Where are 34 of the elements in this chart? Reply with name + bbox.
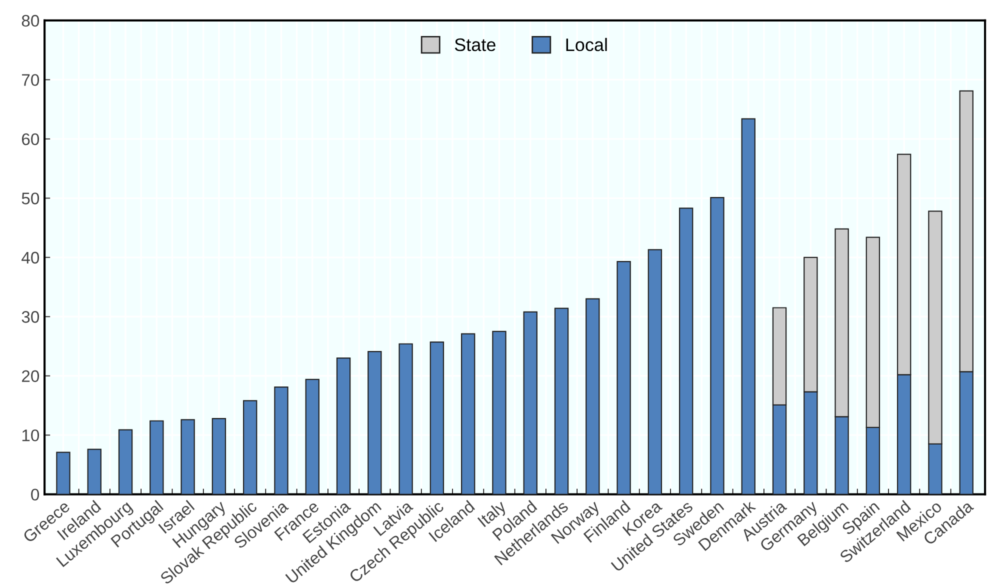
y-tick-label: 0 — [31, 488, 40, 501]
bar — [398, 343, 413, 494]
bar — [554, 308, 569, 494]
bar — [492, 330, 506, 494]
bar — [616, 260, 631, 494]
bar — [118, 429, 133, 494]
bar — [710, 197, 724, 494]
y-tick-label: 60 — [22, 133, 40, 146]
bar — [368, 351, 382, 494]
bar — [150, 420, 164, 494]
bar — [242, 400, 258, 494]
legend-label: State — [454, 38, 496, 52]
bar — [212, 418, 226, 494]
y-tick-label: 70 — [22, 74, 40, 86]
bar — [336, 358, 351, 494]
bar — [741, 118, 756, 494]
bar — [274, 386, 288, 494]
y-tick-label: 80 — [22, 14, 40, 27]
y-tick-label: 40 — [22, 252, 40, 264]
y-tick-label: 50 — [22, 192, 40, 204]
bar — [305, 378, 320, 494]
bar — [56, 452, 70, 494]
bar — [586, 298, 600, 494]
y-tick-label: 20 — [22, 370, 40, 382]
y-tick-label: 10 — [22, 429, 40, 442]
bar — [523, 311, 538, 494]
bar — [180, 419, 195, 494]
bar — [460, 333, 476, 494]
legend-label: Local — [566, 38, 607, 52]
bar — [678, 208, 694, 494]
bar — [430, 342, 444, 494]
y-tick-label: 30 — [22, 311, 40, 323]
bar — [87, 448, 102, 494]
bar — [648, 249, 662, 494]
